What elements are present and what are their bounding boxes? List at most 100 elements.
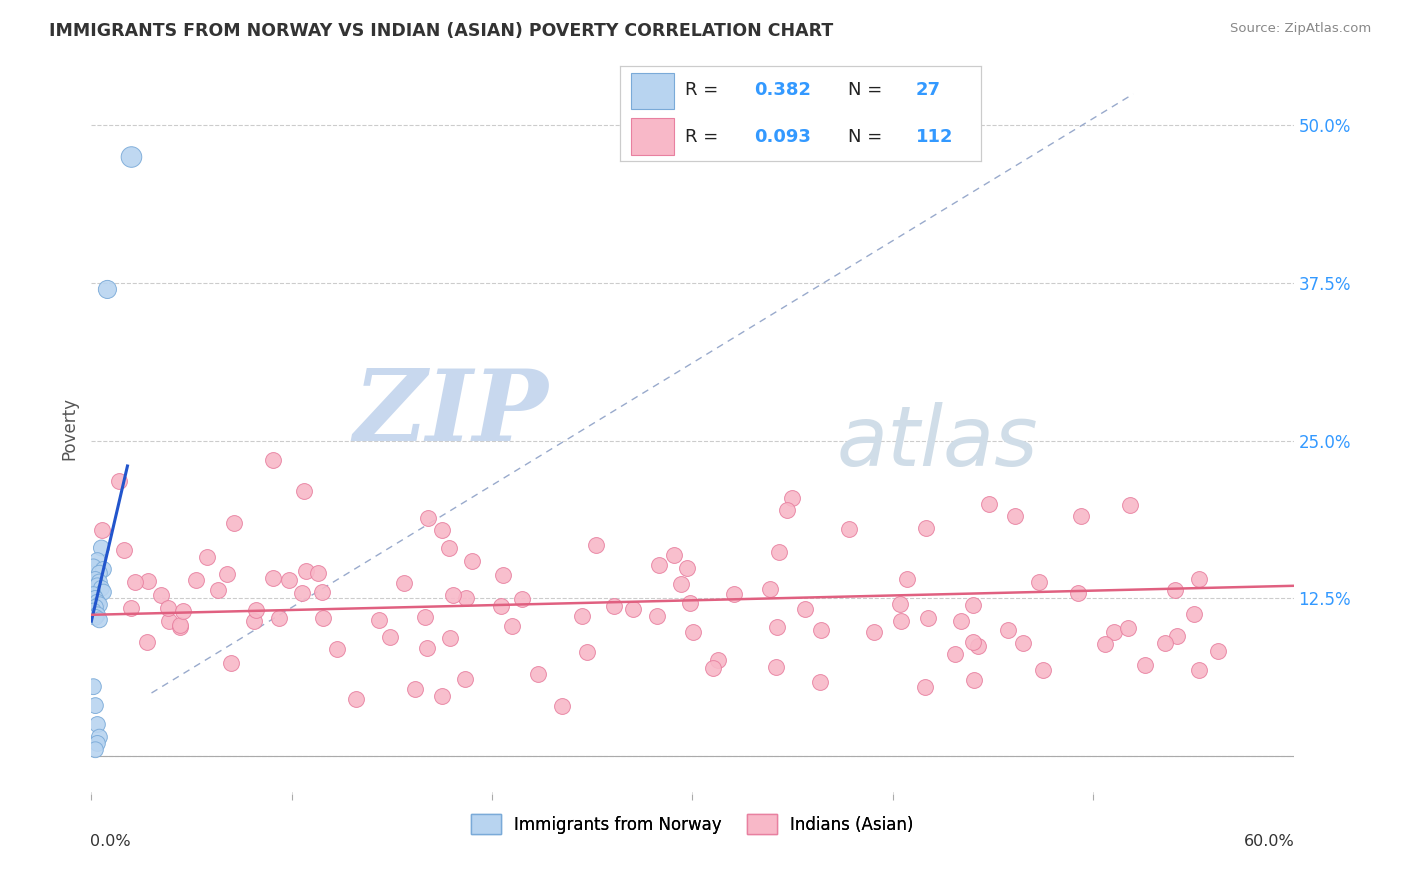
Point <box>169 618 191 632</box>
Point <box>89 598 111 612</box>
Point <box>344 692 367 706</box>
Point <box>648 558 671 572</box>
Point <box>86 553 108 567</box>
Text: IMMIGRANTS FROM NORWAY VS INDIAN (ASIAN) POVERTY CORRELATION CHART: IMMIGRANTS FROM NORWAY VS INDIAN (ASIAN)… <box>49 22 834 40</box>
Point <box>1153 636 1175 650</box>
Point <box>245 602 267 616</box>
Point <box>501 619 523 633</box>
Point <box>439 631 461 645</box>
Point <box>82 560 104 574</box>
Point <box>492 568 515 582</box>
Text: 0.0%: 0.0% <box>90 834 131 849</box>
Point <box>765 620 787 634</box>
Point <box>221 656 243 670</box>
Point <box>997 623 1019 637</box>
Point <box>723 587 745 601</box>
Point <box>682 625 704 640</box>
Point <box>603 599 626 613</box>
Point <box>84 591 107 606</box>
Point <box>917 611 939 625</box>
Point <box>89 574 111 589</box>
Text: ZIP: ZIP <box>353 366 548 462</box>
Point <box>1070 509 1092 524</box>
Point <box>307 566 329 581</box>
Point <box>571 609 593 624</box>
Point <box>526 667 548 681</box>
Point <box>294 564 316 578</box>
Point <box>963 673 986 688</box>
Point <box>217 567 239 582</box>
Text: Source: ZipAtlas.com: Source: ZipAtlas.com <box>1230 22 1371 36</box>
Point <box>551 698 574 713</box>
Point <box>461 554 484 568</box>
Point <box>676 561 699 575</box>
Text: 60.0%: 60.0% <box>1244 834 1295 849</box>
Point <box>150 588 173 602</box>
Point <box>1028 574 1050 589</box>
Point <box>662 549 685 563</box>
Point <box>84 610 107 624</box>
Point <box>776 503 799 517</box>
Point <box>416 641 439 656</box>
Point <box>669 576 692 591</box>
Point <box>863 624 886 639</box>
Point <box>977 497 1000 511</box>
Point <box>914 680 936 694</box>
Point <box>706 653 728 667</box>
Point <box>758 582 780 596</box>
Point <box>647 609 669 624</box>
Point <box>156 601 179 615</box>
Point <box>93 585 115 599</box>
Point <box>82 588 104 602</box>
Point <box>896 572 918 586</box>
Point <box>96 282 118 296</box>
Legend: Immigrants from Norway, Indians (Asian): Immigrants from Norway, Indians (Asian) <box>464 808 921 840</box>
Point <box>1119 498 1142 512</box>
Point <box>966 639 988 653</box>
Point <box>1133 658 1156 673</box>
Point <box>430 524 453 538</box>
Point <box>413 610 436 624</box>
Point <box>1208 644 1230 658</box>
Point <box>86 607 108 622</box>
Point <box>404 681 426 696</box>
Point <box>679 595 702 609</box>
Point <box>702 661 724 675</box>
Point <box>169 620 191 634</box>
Point <box>1066 586 1088 600</box>
Point <box>86 595 108 609</box>
Point <box>780 491 803 505</box>
Point <box>392 575 415 590</box>
Point <box>84 698 107 713</box>
Point <box>159 615 181 629</box>
Point <box>108 474 131 488</box>
Point <box>491 599 513 614</box>
Point <box>311 585 333 599</box>
Point <box>943 647 966 661</box>
Point <box>1164 583 1187 598</box>
Point <box>86 579 108 593</box>
Point <box>454 672 477 686</box>
Point <box>84 600 107 615</box>
Point <box>93 562 115 576</box>
Point <box>278 573 301 587</box>
Point <box>1094 638 1116 652</box>
Point <box>1004 509 1026 524</box>
Point <box>1188 663 1211 677</box>
Point <box>135 635 157 649</box>
Point <box>90 523 112 537</box>
Point <box>86 717 108 731</box>
Point <box>124 574 146 589</box>
Point <box>89 566 111 581</box>
Point <box>793 602 815 616</box>
Point <box>120 601 142 615</box>
Point <box>89 613 111 627</box>
Point <box>82 680 104 694</box>
Point <box>136 574 159 589</box>
Point <box>326 641 349 656</box>
Point <box>378 630 401 644</box>
Point <box>838 522 860 536</box>
Point <box>416 511 439 525</box>
Point <box>262 452 284 467</box>
Y-axis label: Poverty: Poverty <box>60 397 79 459</box>
